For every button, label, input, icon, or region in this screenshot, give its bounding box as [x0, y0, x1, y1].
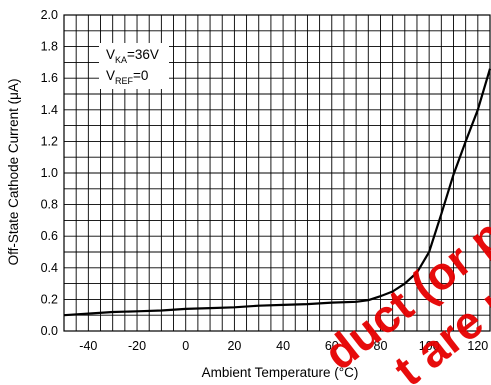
x-tick-label: 40	[276, 339, 290, 353]
series-line	[63, 68, 491, 317]
y-tick-label: 0.4	[41, 261, 58, 275]
y-tick-label: 1.6	[41, 71, 58, 85]
y-tick-label: 1.8	[41, 40, 58, 54]
x-axis-label: Ambient Temperature (°C)	[202, 365, 359, 380]
x-tick-label: 100	[419, 339, 440, 353]
watermark: duct (or pro t are n	[314, 180, 491, 385]
condition-vka-value: =36V	[127, 47, 159, 62]
x-tick-label: 120	[467, 339, 488, 353]
condition-note: VKA=36V VREF=0	[99, 43, 169, 89]
x-tick-label: 60	[325, 339, 339, 353]
x-tick-label: 80	[374, 339, 388, 353]
y-tick-label: 1.4	[41, 103, 58, 117]
y-tick-label: 1.0	[41, 166, 58, 180]
condition-vka-symbol: V	[106, 47, 115, 62]
y-tick-label: 0.0	[41, 324, 58, 338]
condition-vka-subscript: KA	[115, 55, 127, 65]
condition-note-background	[99, 43, 169, 89]
y-tick-label: 0.6	[41, 229, 58, 243]
y-tick-label: 0.8	[41, 198, 58, 212]
y-tick-label: 2.0	[41, 8, 58, 22]
condition-note-line-1: VKA=36V	[106, 47, 159, 65]
y-tick-label: 1.2	[41, 134, 58, 148]
x-tick-label: 0	[182, 339, 189, 353]
condition-vref-subscript: REF	[115, 76, 134, 86]
x-tick-label: -40	[79, 339, 97, 353]
condition-vref-value: =0	[133, 68, 148, 83]
condition-vref-symbol: V	[106, 68, 115, 83]
plot-frame	[63, 14, 491, 332]
x-tick-label: -20	[128, 339, 146, 353]
y-axis-label: Off-State Cathode Current (μA)	[6, 79, 21, 266]
tick-labels: 0.0 0.2 0.4 0.6 0.8 1.0 1.2 1.4 1.6 1.8 2.0 -40 -20 0…	[41, 8, 489, 353]
x-tick-label: 20	[227, 339, 241, 353]
condition-note-line-2: VREF=0	[106, 68, 148, 86]
y-tick-label: 0.2	[41, 292, 58, 306]
